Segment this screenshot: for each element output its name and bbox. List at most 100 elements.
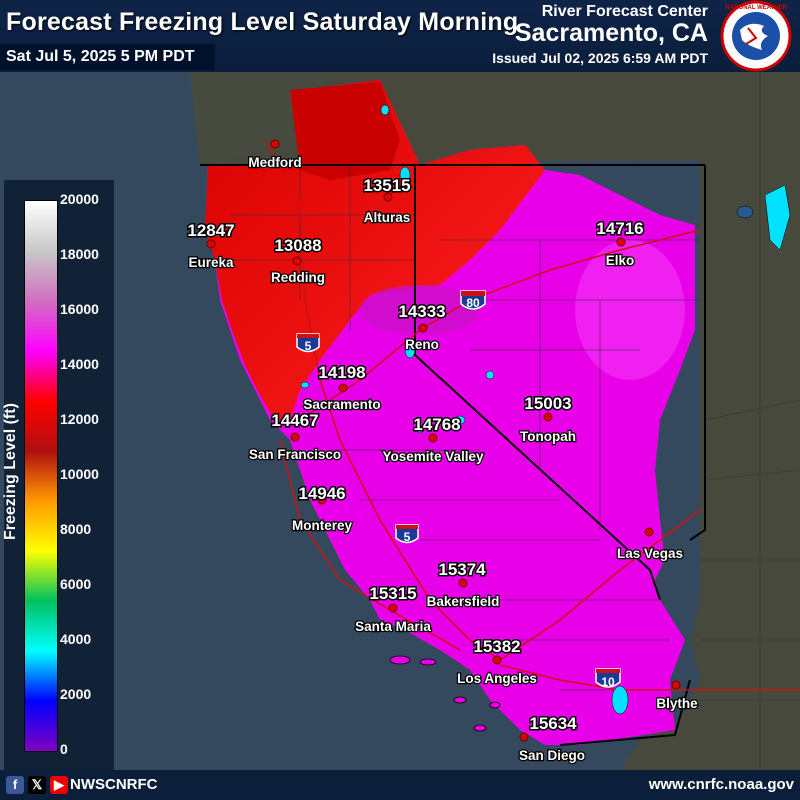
islands [389, 655, 501, 732]
station-name: Redding [271, 270, 325, 285]
light-magenta-area [575, 240, 685, 380]
freezing-level-value: 14198 [318, 363, 365, 382]
station-marker [644, 527, 654, 537]
interstate-5-south-label: 5 [404, 530, 411, 544]
station-tonopah: Tonopah 15003 [519, 393, 577, 446]
station-marker [671, 680, 681, 690]
interstate-5-north-label: 5 [305, 339, 312, 353]
station-marker [290, 432, 300, 442]
station-name: Alturas [364, 210, 411, 225]
legend-tick: 2000 [60, 686, 92, 702]
website-link[interactable]: www.cnrfc.noaa.gov [648, 776, 794, 793]
freezing-level-map: 80 5 5 10 Medford Eureka 12847 Redding 13088… [0, 72, 800, 770]
station-bakersfield: Bakersfield 15374 [425, 559, 500, 611]
station-monterey: Monterey 14946 [291, 483, 354, 535]
lakes [300, 104, 791, 715]
youtube-icon[interactable]: ▶ [50, 776, 68, 794]
station-name: Blythe [656, 696, 698, 711]
legend-tick: 20000 [60, 191, 99, 207]
freezing-level-value: 15315 [369, 584, 416, 603]
freezing-level-value: 12847 [187, 221, 234, 240]
issued-time: Issued Jul 02, 2025 6:59 AM PDT [492, 50, 708, 66]
freezing-level-value: 14467 [271, 411, 318, 430]
station-name: Tonopah [520, 429, 576, 444]
freezing-level-value: 13515 [363, 176, 410, 195]
station-name: San Diego [519, 748, 585, 763]
facebook-icon[interactable]: f [6, 776, 24, 794]
station-marker [383, 192, 393, 202]
station-marker [292, 256, 302, 266]
station-name: Las Vegas [617, 546, 683, 561]
station-name: Sacramento [303, 397, 380, 412]
freezing-level-value: 13088 [274, 236, 321, 255]
legend: Freezing Level (ft) 20000 18000 16000 14000… [2, 180, 114, 770]
footer: f 𝕏 ▶ NWSCNRFC www.cnrfc.noaa.gov [0, 770, 800, 800]
station-name: Monterey [292, 518, 353, 533]
legend-tick: 6000 [60, 576, 92, 592]
freezing-level-value: 15382 [473, 637, 520, 656]
station-las-vegas: Las Vegas [616, 527, 684, 562]
station-san-diego: San Diego 15634 [518, 713, 587, 765]
interstate-10-shield: 10 [595, 668, 621, 689]
freezing-level-value: 14768 [413, 415, 460, 434]
station-alturas: Alturas 13515 [362, 175, 412, 227]
station-blythe: Blythe [655, 680, 699, 712]
rfc-name-line2: Sacramento, CA [514, 19, 708, 47]
station-san-francisco: San Francisco 14467 [248, 410, 343, 464]
legend-tick: 4000 [60, 631, 92, 647]
station-name: San Francisco [249, 447, 341, 462]
station-sacramento: Sacramento 14198 [302, 362, 382, 414]
station-marker [519, 732, 529, 742]
station-name: Eureka [188, 255, 234, 270]
station-name: Los Angeles [457, 671, 537, 686]
interstate-5-shield-south: 5 [395, 524, 419, 544]
legend-tick: 8000 [60, 521, 92, 537]
station-santa-maria: Santa Maria 15315 [354, 583, 433, 636]
legend-tick: 10000 [60, 466, 99, 482]
svg-text:NATIONAL WEATHER: NATIONAL WEATHER [725, 5, 788, 11]
station-marker [388, 603, 398, 613]
valid-time: Sat Jul 5, 2025 5 PM PDT [0, 44, 215, 70]
station-reno: Reno 14333 [397, 301, 447, 354]
legend-colorbar [24, 200, 58, 752]
station-elko: Elko 14716 [595, 218, 645, 270]
rfc-name-line1: River Forecast Center [541, 3, 708, 20]
freezing-level-value: 15003 [524, 394, 571, 413]
legend-tick: 12000 [60, 411, 99, 427]
station-name: Santa Maria [355, 619, 431, 634]
header: Forecast Freezing Level Saturday Morning… [0, 0, 800, 72]
station-layer: Medford Eureka 12847 Redding 13088 Alturas 135… [186, 139, 699, 765]
freezing-level-value: 15374 [438, 560, 486, 579]
interstate-80-shield: 80 [460, 290, 486, 310]
freezing-level-value: 14946 [298, 484, 345, 503]
legend-title: Freezing Level (ft) [2, 403, 19, 540]
legend-tick: 18000 [60, 246, 99, 262]
station-medford: Medford [247, 139, 303, 171]
x-icon[interactable]: 𝕏 [28, 776, 46, 794]
station-marker [418, 323, 428, 333]
station-marker [338, 383, 348, 393]
station-marker [206, 239, 216, 249]
station-yosemite-valley: Yosemite Valley 14768 [381, 414, 485, 466]
freezing-level-value: 15634 [529, 714, 577, 733]
freezing-level-value: 14333 [398, 302, 445, 321]
station-marker [616, 237, 626, 247]
station-marker [458, 578, 468, 588]
legend-tick: 0 [60, 741, 68, 757]
station-name: Medford [248, 155, 301, 170]
dark-red-core [290, 82, 400, 180]
map-title: Forecast Freezing Level Saturday Morning [6, 8, 519, 36]
station-marker [428, 433, 438, 443]
social-handle[interactable]: NWSCNRFC [70, 776, 158, 793]
station-los-angeles: Los Angeles 15382 [456, 636, 538, 688]
nws-logo-icon: NATIONAL WEATHER [720, 0, 792, 72]
interstate-80-label: 80 [466, 296, 480, 310]
station-marker [317, 495, 327, 505]
interstate-10-label: 10 [601, 675, 615, 689]
station-marker [492, 655, 502, 665]
station-eureka: Eureka 12847 [186, 220, 236, 272]
freezing-level-value: 14716 [596, 219, 643, 238]
station-name: Reno [405, 337, 439, 352]
station-name: Bakersfield [427, 594, 500, 609]
